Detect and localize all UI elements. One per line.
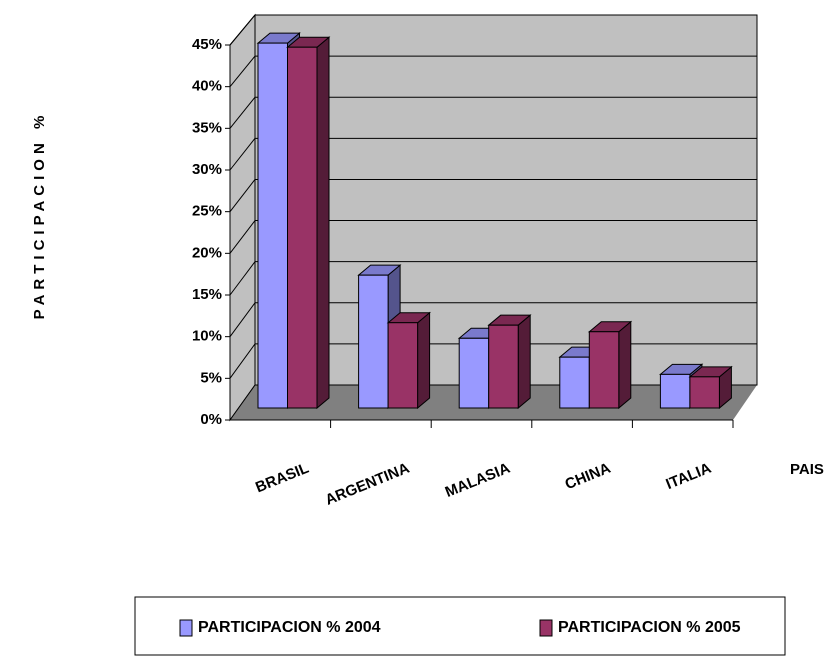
bar [588, 331, 620, 409]
legend-swatch [539, 619, 553, 637]
x-tick-label: CHINA [563, 460, 614, 494]
bar [458, 337, 490, 409]
legend [134, 596, 786, 656]
bar-top-shade [689, 366, 732, 377]
y-tick-label: 45% [192, 36, 222, 53]
x-tick-label: ITALIA [664, 460, 714, 494]
grid-line [229, 302, 256, 337]
x-tick-label: MALASIA [443, 460, 513, 501]
bar-side-shade [719, 366, 732, 408]
grid-line [229, 343, 256, 379]
x-tick-label: ARGENTINA [323, 460, 412, 509]
grid-line [229, 96, 256, 129]
bar [488, 324, 519, 409]
bar [387, 322, 419, 409]
grid-line [229, 261, 256, 296]
bar-top-shade [358, 265, 401, 276]
bar-side-shade [317, 37, 329, 408]
bar [659, 373, 691, 409]
bar-top-shade [589, 321, 631, 332]
bar-top-shade [287, 37, 329, 48]
bar-top-shade [660, 364, 702, 375]
bar-side-shade [518, 315, 531, 408]
legend-swatch [179, 619, 193, 637]
bar [287, 46, 318, 409]
grid-line [229, 384, 256, 421]
grid-line [229, 138, 256, 171]
y-tick-label: 15% [192, 286, 222, 303]
bar [559, 356, 590, 409]
bar-side-shade [417, 312, 430, 408]
y-tick-label: 20% [192, 244, 222, 261]
y-axis-title: PARTICIPACION % [31, 111, 48, 320]
legend-label: PARTICIPACION % 2005 [558, 619, 741, 636]
y-tick-label: 30% [192, 161, 222, 178]
y-tick-label: 35% [192, 119, 222, 136]
grid-line [229, 14, 256, 46]
x-tick-label: BRASIL [253, 460, 311, 497]
y-tick-label: 40% [192, 78, 222, 95]
side-wall [229, 13, 256, 422]
bar [358, 274, 389, 409]
bar-top-shade [488, 315, 531, 326]
y-tick-label: 10% [192, 328, 222, 345]
grid-line [229, 55, 256, 87]
y-tick-label: 0% [200, 411, 222, 428]
bar-top-shade [388, 312, 430, 323]
x-axis-title: PAIS [790, 461, 824, 478]
y-tick-label: 25% [192, 203, 222, 220]
y-tick-label: 5% [200, 369, 222, 386]
bar-side-shade [618, 321, 631, 408]
grid-line [229, 179, 256, 212]
legend-label: PARTICIPACION % 2004 [198, 619, 381, 636]
grid-line [229, 220, 256, 254]
bar-top-shade [258, 33, 300, 44]
bar [689, 376, 720, 409]
bar [257, 42, 288, 409]
